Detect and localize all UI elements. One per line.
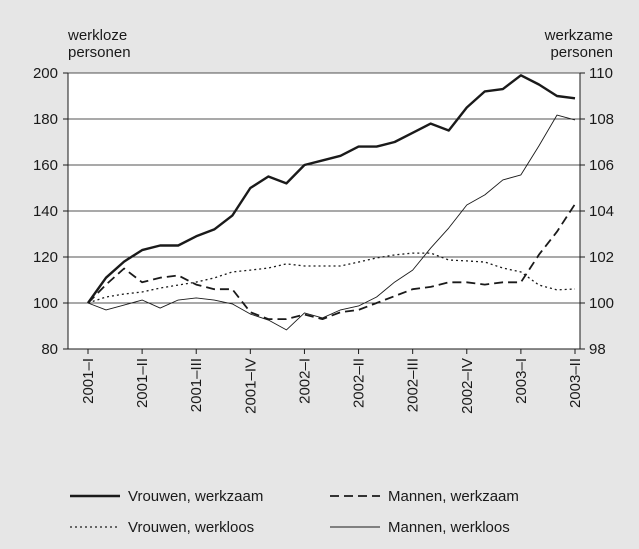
x-tick-label: 2002–II <box>351 358 368 408</box>
y-axis-title: personen <box>68 44 131 61</box>
x-tick-label: 2003–II <box>567 358 584 408</box>
x-tick-label: 2003–I <box>513 358 530 404</box>
legend-label: Mannen, werkzaam <box>388 488 519 505</box>
y-tick-label: 120 <box>33 249 58 266</box>
legend-label: Vrouwen, werkzaam <box>128 488 263 505</box>
y2-tick-label: 110 <box>589 65 613 82</box>
y2-tick-label: 102 <box>589 249 614 266</box>
y2-tick-label: 98 <box>589 341 606 358</box>
y-tick-label: 160 <box>33 157 58 174</box>
legend-label: Mannen, werkloos <box>388 519 510 536</box>
x-tick-label: 2001–IV <box>242 358 259 414</box>
x-tick-label: 2001–II <box>134 358 151 408</box>
y2-axis-title: personen <box>550 44 613 61</box>
series-line <box>87 203 576 320</box>
series-line <box>87 74 576 304</box>
y2-tick-label: 104 <box>589 203 614 220</box>
y2-tick-label: 108 <box>589 111 614 128</box>
y-tick-label: 80 <box>41 341 58 358</box>
y-tick-label: 100 <box>33 295 58 312</box>
y-tick-label: 140 <box>33 203 58 220</box>
legend-label: Vrouwen, werkloos <box>128 519 254 536</box>
x-tick-label: 2001–I <box>80 358 97 404</box>
series-line <box>87 114 576 331</box>
y-axis-title: werkloze <box>67 27 127 44</box>
y-tick-label: 180 <box>33 111 58 128</box>
x-tick-label: 2001–III <box>188 358 205 412</box>
x-tick-label: 2002–IV <box>459 358 476 414</box>
x-tick-label: 2002–III <box>405 358 422 412</box>
y2-tick-label: 106 <box>589 157 614 174</box>
y2-axis-title: werkzame <box>544 27 613 44</box>
y-tick-label: 200 <box>33 65 58 82</box>
x-tick-label: 2002–I <box>296 358 313 404</box>
y2-tick-label: 100 <box>589 295 614 312</box>
